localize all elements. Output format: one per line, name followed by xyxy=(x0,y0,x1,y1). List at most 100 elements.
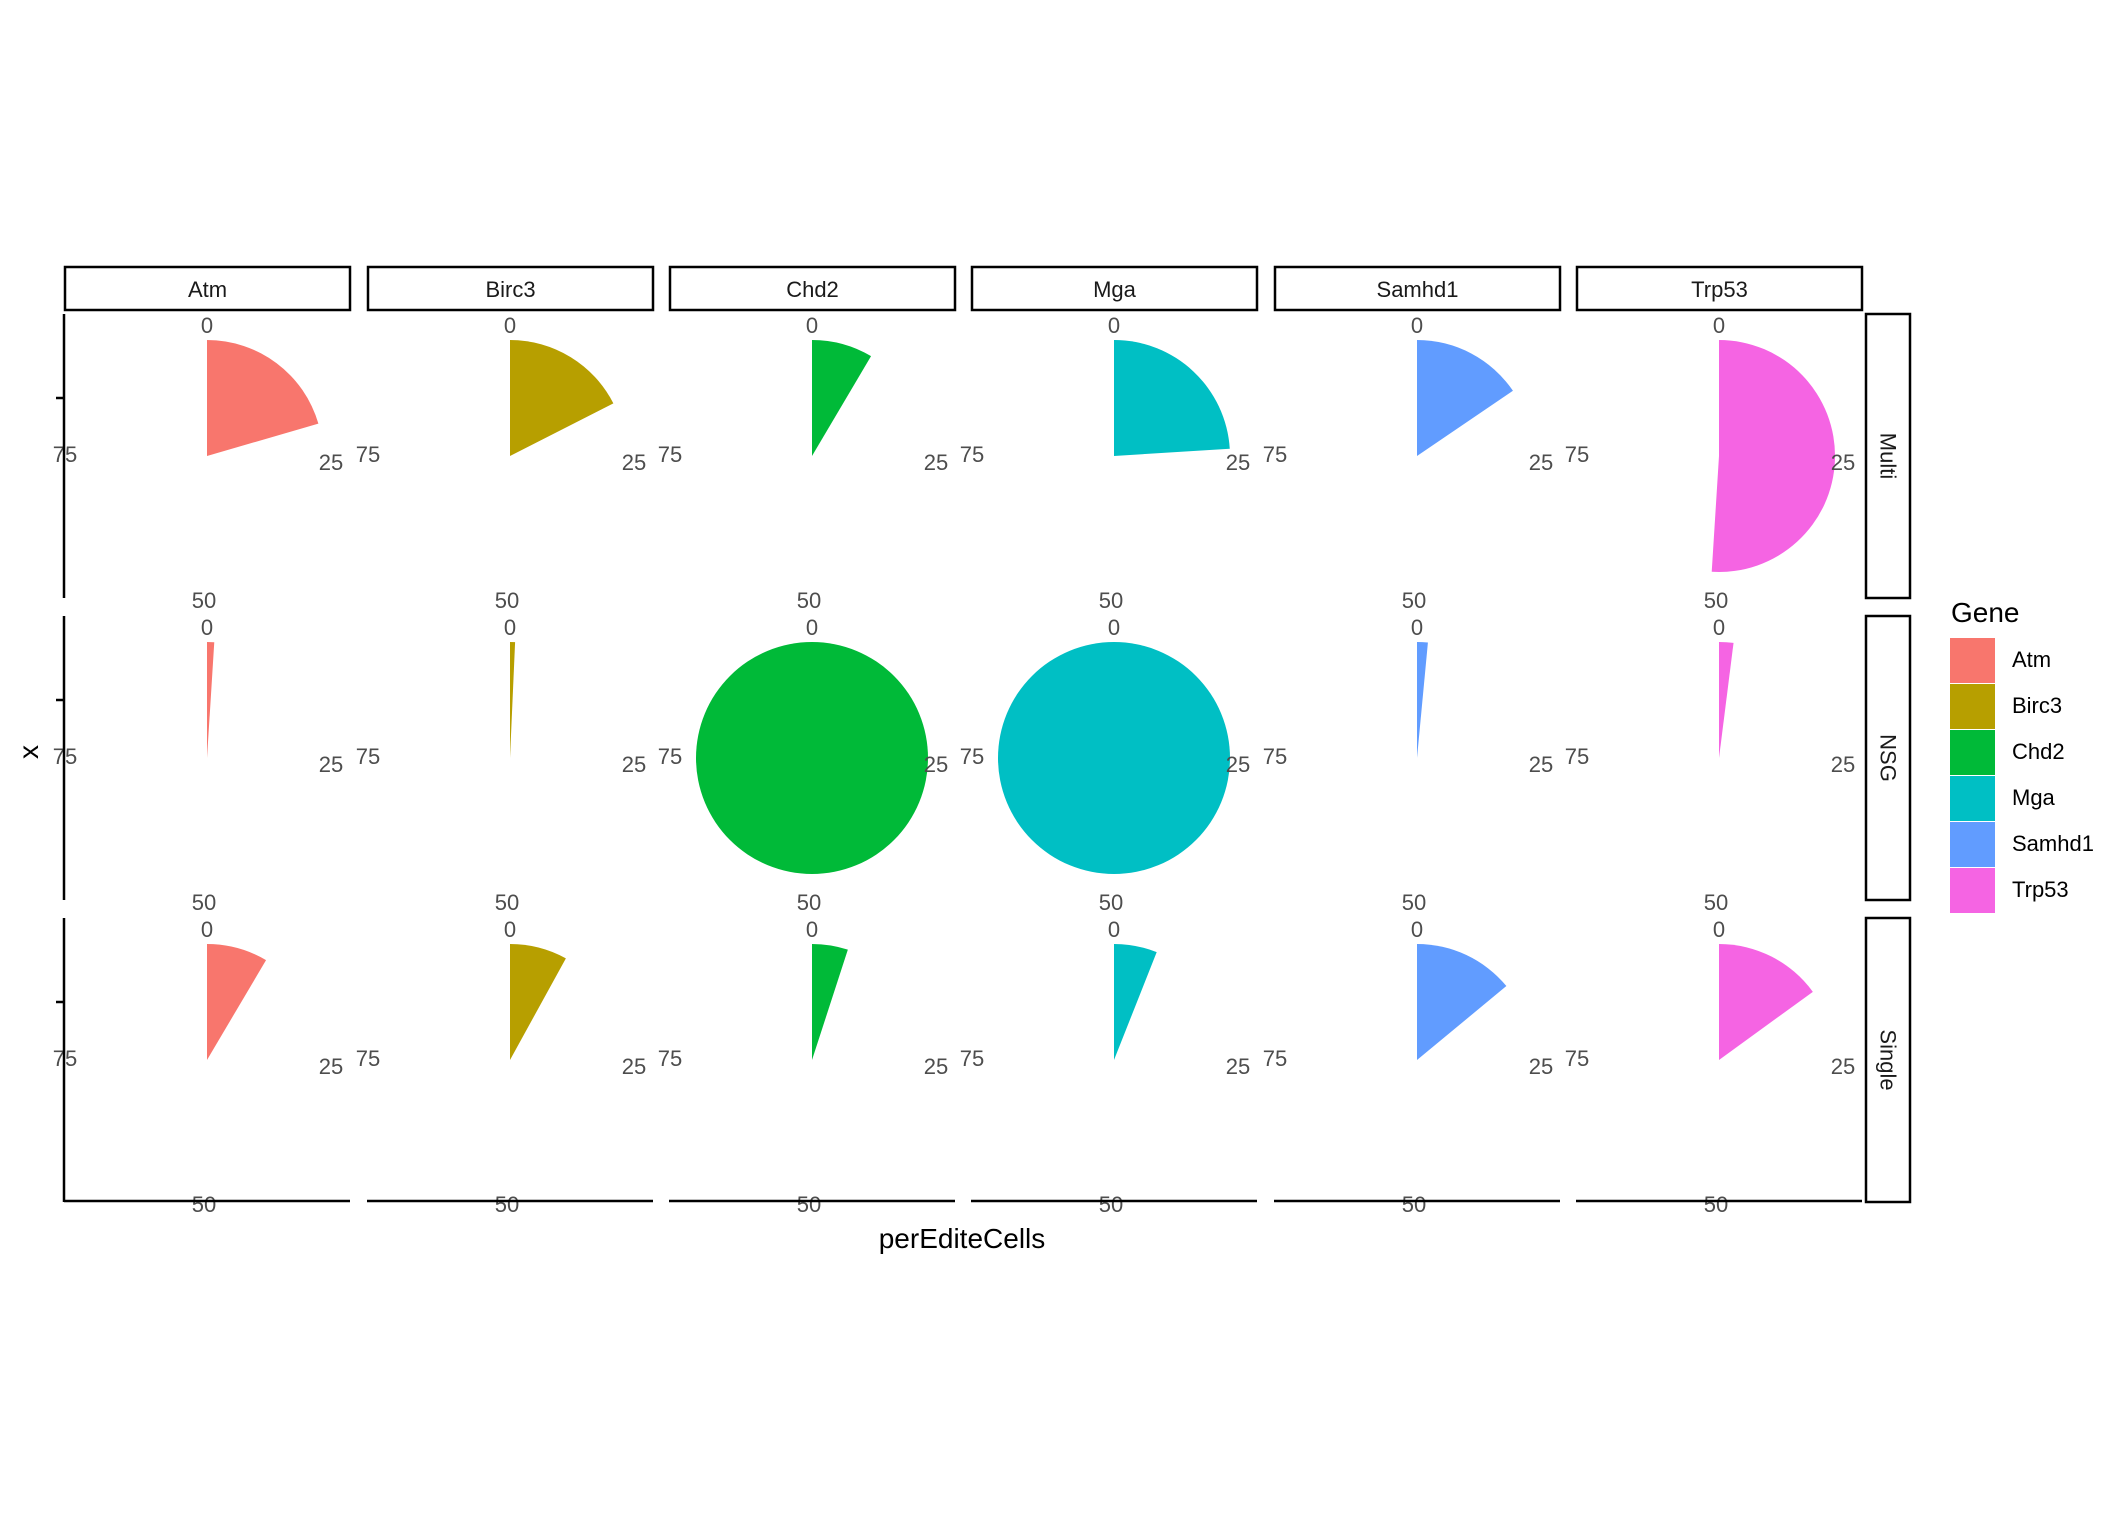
legend-label: Trp53 xyxy=(2012,877,2069,902)
panel-chd2-multi: 0 25 50 75 xyxy=(658,313,948,613)
pie-slice-chd2 xyxy=(812,944,848,1060)
legend: Gene Atm Birc3 Chd2 Mga Samhd1 Trp53 xyxy=(1950,597,2094,913)
theta-tick-label: 25 xyxy=(319,752,343,777)
theta-tick-label: 25 xyxy=(622,752,646,777)
theta-tick-label: 50 xyxy=(1704,1192,1728,1217)
panel-birc3-nsg: 0 25 50 75 xyxy=(356,615,646,915)
facet-strip-label: Multi xyxy=(1876,433,1901,479)
theta-tick-label: 25 xyxy=(1226,450,1250,475)
theta-tick-label: 25 xyxy=(1226,752,1250,777)
pie-slice-chd2 xyxy=(812,340,872,456)
facet-strip-label: Atm xyxy=(188,277,227,302)
legend-key xyxy=(1950,868,1995,913)
theta-tick-label: 0 xyxy=(1108,313,1120,338)
pie-slice-birc3 xyxy=(510,340,614,456)
legend-item-atm: Atm xyxy=(1950,638,2051,683)
theta-tick-label: 0 xyxy=(201,917,213,942)
theta-tick-label: 25 xyxy=(1831,752,1855,777)
theta-tick-label: 75 xyxy=(1565,744,1589,769)
panel-trp53-multi: 0 25 50 75 xyxy=(1565,313,1855,613)
facet-strips: Atm Birc3 Chd2 Mga Samhd1 Trp53 Multi NSG Single xyxy=(63,265,1912,1204)
legend-item-mga: Mga xyxy=(1950,776,2056,821)
pie-slice-birc3 xyxy=(510,642,516,758)
theta-tick-label: 0 xyxy=(1108,615,1120,640)
theta-tick-label: 0 xyxy=(1713,313,1725,338)
panel-samhd1-single: 0 25 50 75 xyxy=(1263,917,1553,1217)
theta-tick-label: 50 xyxy=(495,1192,519,1217)
theta-tick-label: 50 xyxy=(1402,588,1426,613)
theta-tick-label: 0 xyxy=(201,313,213,338)
theta-tick-label: 0 xyxy=(1108,917,1120,942)
theta-tick-label: 50 xyxy=(1402,890,1426,915)
facet-strip-label: NSG xyxy=(1876,734,1901,782)
facet-strip-birc3: Birc3 xyxy=(366,265,655,312)
theta-tick-label: 75 xyxy=(960,442,984,467)
legend-key xyxy=(1950,730,1995,775)
theta-tick-label: 0 xyxy=(1411,313,1423,338)
axes-layer xyxy=(56,314,1862,1203)
theta-tick-label: 50 xyxy=(495,890,519,915)
pie-slice-mga xyxy=(998,642,1230,874)
theta-tick-label: 25 xyxy=(622,450,646,475)
legend-label: Chd2 xyxy=(2012,739,2065,764)
y-axis-title: x xyxy=(13,745,44,759)
theta-tick-label: 75 xyxy=(1263,442,1287,467)
legend-label: Samhd1 xyxy=(2012,831,2094,856)
theta-tick-label: 75 xyxy=(1565,1046,1589,1071)
theta-tick-label: 0 xyxy=(1411,615,1423,640)
facet-strip-label: Birc3 xyxy=(485,277,535,302)
theta-tick-label: 75 xyxy=(356,744,380,769)
theta-tick-label: 75 xyxy=(356,442,380,467)
theta-tick-label: 50 xyxy=(192,1192,216,1217)
theta-tick-label: 0 xyxy=(1411,917,1423,942)
panels-layer: 0 25 50 75 0 25 50 75 0 25 50 75 0 25 50 75 0 25 50 75 0 25 50… xyxy=(53,313,1855,1217)
facet-strip-chd2: Chd2 xyxy=(668,265,957,312)
theta-tick-label: 50 xyxy=(192,588,216,613)
theta-tick-label: 50 xyxy=(495,588,519,613)
theta-tick-label: 0 xyxy=(806,917,818,942)
legend-item-birc3: Birc3 xyxy=(1950,684,2062,729)
theta-tick-label: 0 xyxy=(806,615,818,640)
legend-label: Atm xyxy=(2012,647,2051,672)
legend-key xyxy=(1950,822,1995,867)
theta-tick-label: 25 xyxy=(924,1054,948,1079)
legend-label: Mga xyxy=(2012,785,2056,810)
legend-item-chd2: Chd2 xyxy=(1950,730,2065,775)
theta-tick-label: 50 xyxy=(797,588,821,613)
pie-slice-samhd1 xyxy=(1417,944,1507,1060)
theta-tick-label: 25 xyxy=(1831,450,1855,475)
theta-tick-label: 25 xyxy=(1226,1054,1250,1079)
theta-tick-label: 25 xyxy=(1831,1054,1855,1079)
facet-strip-samhd1: Samhd1 xyxy=(1273,265,1562,312)
theta-tick-label: 0 xyxy=(1713,615,1725,640)
pie-slice-birc3 xyxy=(510,944,566,1060)
pie-slice-trp53 xyxy=(1719,642,1734,758)
theta-tick-label: 75 xyxy=(1565,442,1589,467)
panel-trp53-nsg: 0 25 50 75 xyxy=(1565,615,1855,915)
theta-tick-label: 25 xyxy=(924,752,948,777)
theta-tick-label: 50 xyxy=(1099,588,1123,613)
theta-tick-label: 75 xyxy=(658,442,682,467)
panel-samhd1-multi: 0 25 50 75 xyxy=(1263,313,1553,613)
panel-birc3-single: 0 25 50 75 xyxy=(356,917,646,1217)
legend-item-trp53: Trp53 xyxy=(1950,868,2069,913)
legend-key xyxy=(1950,638,1995,683)
facet-strip-nsg: NSG xyxy=(1864,614,1912,902)
theta-tick-label: 75 xyxy=(960,744,984,769)
theta-tick-label: 75 xyxy=(1263,1046,1287,1071)
panel-mga-multi: 0 25 50 75 xyxy=(960,313,1250,613)
facet-strip-label: Single xyxy=(1876,1029,1901,1090)
theta-tick-label: 0 xyxy=(201,615,213,640)
theta-tick-label: 0 xyxy=(806,313,818,338)
panel-chd2-single: 0 25 50 75 xyxy=(658,917,948,1217)
facet-strip-atm: Atm xyxy=(63,265,352,312)
pie-slice-atm xyxy=(207,642,215,758)
theta-tick-label: 75 xyxy=(356,1046,380,1071)
legend-title: Gene xyxy=(1951,597,2020,628)
facet-strip-label: Mga xyxy=(1093,277,1137,302)
theta-tick-label: 75 xyxy=(960,1046,984,1071)
theta-tick-label: 50 xyxy=(1704,588,1728,613)
legend-item-samhd1: Samhd1 xyxy=(1950,822,2094,867)
